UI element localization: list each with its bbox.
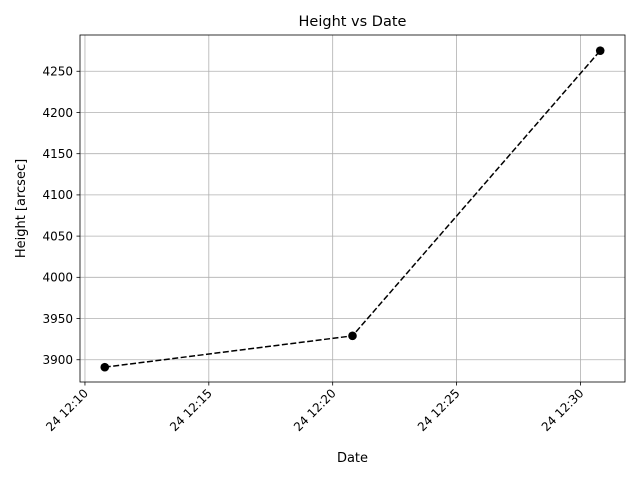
y-tick-label: 4150: [42, 147, 73, 161]
y-tick-label: 3900: [42, 353, 73, 367]
y-axis-title: Height [arcsec]: [14, 159, 29, 258]
plot-frame: [79, 34, 626, 383]
data-point: [348, 331, 357, 341]
y-tick-label: 4000: [42, 271, 73, 285]
y-tick-label: 4100: [42, 188, 73, 202]
x-axis-title: Date: [337, 451, 368, 466]
grid: [80, 35, 625, 382]
series: [100, 46, 605, 372]
data-point: [100, 362, 110, 372]
y-tick-label: 4250: [42, 65, 73, 79]
chart-title: Height vs Date: [299, 14, 407, 30]
y-tick-label: 4050: [42, 229, 73, 243]
y-tick-label: 4200: [42, 106, 73, 120]
y-tick-label: 3950: [42, 312, 73, 326]
data-point: [595, 46, 605, 55]
